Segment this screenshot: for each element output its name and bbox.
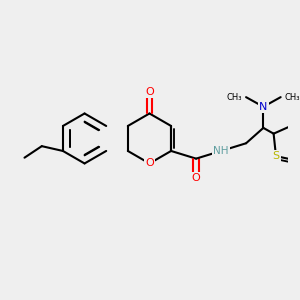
Text: CH₃: CH₃: [284, 93, 300, 102]
Text: N: N: [259, 102, 268, 112]
Text: S: S: [272, 151, 280, 161]
Text: O: O: [145, 87, 154, 97]
Text: O: O: [192, 173, 200, 183]
Text: NH: NH: [213, 146, 229, 156]
Text: O: O: [145, 158, 154, 169]
Text: CH₃: CH₃: [227, 93, 242, 102]
